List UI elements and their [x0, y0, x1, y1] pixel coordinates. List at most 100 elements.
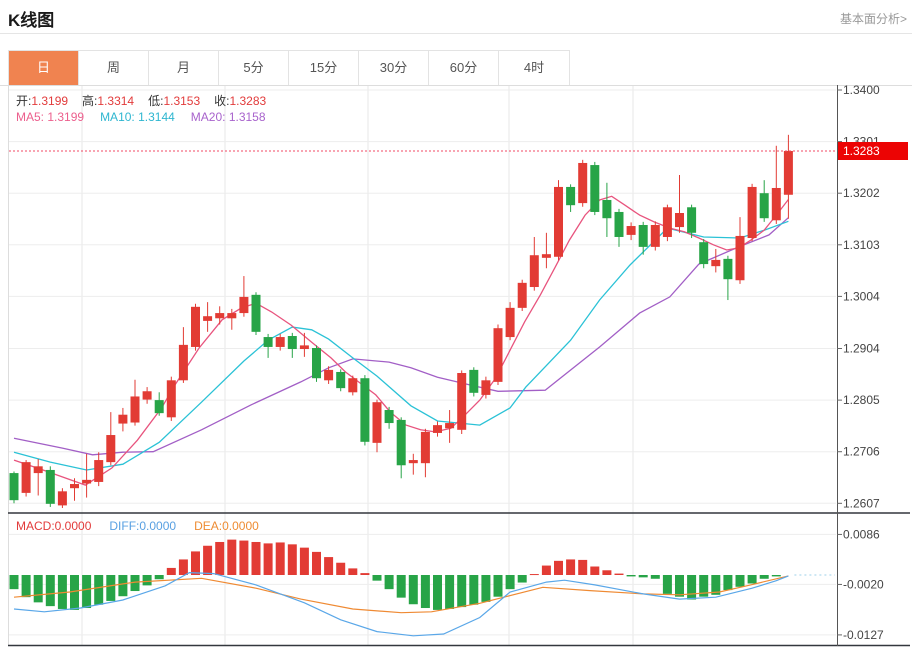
candle-body [106, 435, 116, 463]
axis-label: 1.2706 [843, 445, 880, 459]
diff-label: DIFF: [109, 519, 140, 533]
candle-body [82, 479, 92, 484]
tab-day[interactable]: 日 [9, 51, 79, 85]
macd-bar [21, 575, 31, 598]
macd-bar [348, 568, 358, 575]
axis-label: 1.2607 [843, 496, 880, 510]
timeframe-tabs: 日周月 5分 15分 30分 60分 4时 [8, 50, 570, 85]
macd-bar [469, 575, 479, 605]
diff-value: 0.0000 [139, 519, 177, 533]
candle-body [70, 484, 79, 489]
macd-bar [650, 575, 660, 579]
tab-month[interactable]: 月 [149, 51, 219, 85]
candle-body [433, 425, 442, 433]
macd-bar [336, 562, 346, 575]
candle-body [336, 371, 346, 389]
candle-body [541, 254, 551, 258]
macd-bar [299, 547, 309, 575]
macd-bar [445, 575, 455, 609]
candle-body [614, 211, 624, 237]
candle-body [191, 306, 200, 347]
macd-bar [759, 575, 769, 579]
candle-body [457, 373, 467, 430]
macd-bar [94, 575, 104, 605]
macd-bar [723, 575, 733, 591]
low-label: 低: [148, 94, 164, 108]
candle-body [178, 344, 188, 381]
macd-bar [166, 567, 176, 575]
macd-bar [517, 575, 527, 583]
macd-bar [457, 575, 467, 608]
candle-body [747, 186, 757, 239]
macd-bar [239, 540, 249, 575]
candle-body [324, 369, 334, 381]
candle-body [505, 307, 515, 338]
tab-5min[interactable]: 5分 [219, 51, 289, 85]
macd-bar [747, 575, 757, 584]
macd-bar [142, 575, 152, 586]
candle-body [566, 186, 576, 206]
macd-info: MACD:0.0000 DIFF:0.0000 DEA:0.0000 [16, 519, 259, 533]
macd-bar [372, 575, 382, 581]
candle-body [360, 378, 370, 442]
macd-bar [9, 575, 19, 590]
candle-body [215, 313, 225, 319]
candle-body [578, 162, 588, 204]
macd-bar [493, 575, 503, 597]
candle-body [239, 296, 249, 314]
macd-bar [554, 560, 563, 575]
dea-value: 0.0000 [222, 519, 259, 533]
axis-label: 1.3202 [843, 186, 880, 200]
tab-60min[interactable]: 60分 [429, 51, 499, 85]
candle-body [227, 313, 237, 319]
macd-bar [529, 574, 539, 576]
candle-body [384, 410, 394, 424]
tab-15min[interactable]: 15分 [289, 51, 359, 85]
macd-bar [505, 575, 515, 590]
macd-bar [590, 566, 600, 575]
macd-bar [541, 565, 551, 575]
ma10-label: MA10: [100, 110, 135, 124]
axis-label: 1.2904 [843, 342, 880, 356]
ohlc-info: 开:1.3199 高:1.3314 低:1.3153 收:1.3283 [16, 92, 280, 109]
macd-bar [735, 575, 745, 587]
axis-label: 0.0086 [843, 527, 880, 541]
tab-30min[interactable]: 30分 [359, 51, 429, 85]
macd-bar [45, 575, 55, 607]
macd-bar [433, 575, 442, 610]
candle-body [445, 423, 455, 429]
open-label: 开: [16, 94, 32, 108]
candle-body [130, 396, 140, 423]
candle-body [759, 193, 769, 219]
candle-body [372, 402, 382, 443]
candle-body [348, 378, 358, 393]
macd-bar [130, 575, 140, 592]
kline-chart[interactable]: 1.34001.33011.32021.31031.30041.29041.28… [0, 85, 912, 650]
candle-body [517, 282, 527, 308]
macd-bar [408, 575, 418, 605]
ma20-label: MA20: [190, 110, 226, 124]
candle-body [263, 337, 273, 347]
candle-body [602, 199, 612, 219]
high-value: 1.3314 [97, 94, 135, 108]
axis-label: 1.3400 [843, 85, 880, 97]
tab-week[interactable]: 周 [79, 51, 149, 85]
tab-4hour[interactable]: 4时 [499, 51, 569, 85]
macd-bar [384, 575, 394, 590]
macd-bar [191, 551, 200, 575]
candle-body [312, 347, 321, 379]
candle-body [275, 337, 285, 347]
candle-body [650, 224, 660, 247]
macd-bar [70, 575, 79, 610]
macd-bar [360, 573, 370, 575]
candle-body [57, 491, 67, 506]
fundamental-analysis-link[interactable]: 基本面分析> [839, 12, 907, 26]
candle-body [203, 316, 213, 321]
ma10-line [13, 220, 789, 471]
macd-bar [178, 559, 188, 575]
candle-body [554, 186, 563, 257]
candle-body [396, 419, 406, 466]
candle-body [687, 207, 697, 233]
candle-body [675, 213, 684, 228]
candle-body [735, 235, 745, 281]
